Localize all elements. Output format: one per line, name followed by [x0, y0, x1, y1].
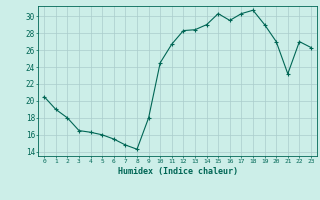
X-axis label: Humidex (Indice chaleur): Humidex (Indice chaleur)	[118, 167, 238, 176]
